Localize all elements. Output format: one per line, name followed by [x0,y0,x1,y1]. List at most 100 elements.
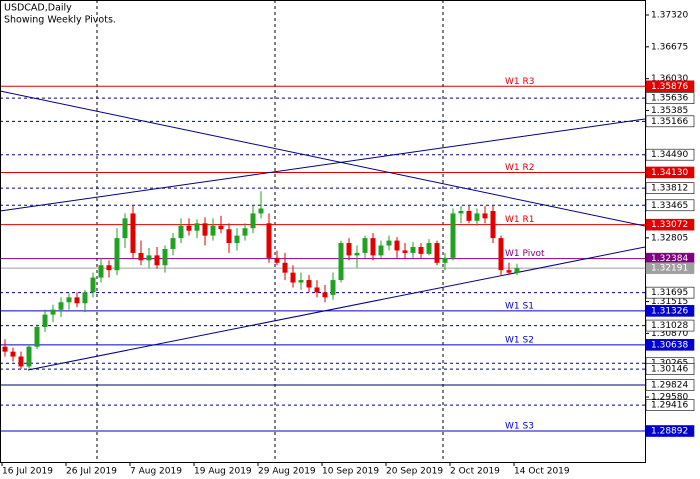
candle-body [282,262,288,273]
candle-body [218,225,224,230]
level-label-box [645,379,695,391]
level-label-box [645,286,695,299]
candle-body [138,252,144,261]
candle-body [42,314,48,327]
y-tick-label: 1.32805 [651,233,688,243]
candle-body [306,280,312,288]
level-label-box [645,339,695,351]
level-label: 1.30146 [651,365,688,375]
candle-body [402,250,408,253]
candle-body [90,277,96,293]
x-tick-label: 10 Sep 2019 [322,467,379,477]
candle-body [234,235,240,244]
candle-body [322,292,328,298]
candle-body [194,223,200,231]
chart-title: USDCAD,Daily [4,3,72,14]
level-label-box [645,305,695,317]
candle-body [202,223,208,236]
candle-body [298,280,304,283]
y-tick-label: 1.37320 [651,11,688,21]
y-tick-label: 1.35385 [651,106,688,116]
candle-body [178,225,184,239]
candle-body [426,243,432,254]
level-label: 1.31695 [651,288,688,298]
level-label-box [645,363,695,375]
level-name: W1 R1 [505,215,534,225]
level-label: 1.32191 [651,264,688,274]
candle-body [378,245,384,256]
level-label-box [645,319,695,332]
x-tick-label: 19 Aug 2019 [194,467,252,477]
candle-body [474,213,480,221]
candle-body [18,356,24,367]
level-label: 1.33072 [651,220,688,230]
level-label: 1.30638 [651,340,688,350]
candle-body [410,246,416,253]
level-label-box [645,148,695,161]
y-tick-label: 1.30870 [651,329,688,339]
level-label-box [645,92,695,104]
candle-body [482,213,488,219]
candle-body [346,243,352,256]
chart-subtitle: Showing Weekly Pivots. [4,15,116,26]
candles [2,191,520,369]
level-label-box [645,80,695,93]
candle-body [258,208,264,214]
candle-body [98,265,104,278]
level-label-box [645,399,695,411]
level-label: 1.31028 [651,321,688,331]
candle-body [466,210,472,221]
level-label: 1.34130 [651,168,688,178]
candle-body [330,280,336,295]
candle-body [394,240,400,251]
candle-body [250,213,256,229]
level-label: 1.35876 [651,82,688,92]
level-label-box [645,182,695,194]
level-label-box [645,115,695,128]
candle-body [434,243,440,263]
candle-body [82,292,88,304]
candle-body [130,213,136,253]
trend-line [27,246,646,371]
level-label: 1.34490 [651,150,688,160]
candle-body [290,272,296,283]
candle-body [146,255,152,261]
x-tick-label: 14 Oct 2019 [514,467,570,477]
y-tick-label: 1.36675 [651,42,688,52]
candle-body [170,238,176,249]
trend-line [0,90,646,227]
x-tick-label: 2 Oct 2019 [450,467,500,477]
level-label-box [645,425,695,437]
level-label: 1.35166 [651,117,688,127]
level-name: W1 Pivot [505,249,545,259]
candle-body [106,265,112,271]
candle-body [490,210,496,239]
candle-body [162,248,168,266]
level-name: W1 R2 [505,163,534,173]
x-tick-label: 29 Aug 2019 [258,467,316,477]
candle-body [266,223,272,258]
level-name: W1 S2 [505,335,534,345]
candle-body [50,309,56,315]
candle-body [314,287,320,293]
level-label-box [645,199,695,212]
levels: W1 R3 W1 R2 W1 R1 W1 Pivot W1 S1 W1 S2 W1 S3 [0,77,645,432]
candle-body [362,238,368,253]
level-label: 1.33812 [651,184,688,194]
candle-body [34,326,40,347]
plot-border [0,0,646,463]
y-tick-label: 1.36030 [651,74,688,84]
candle-body [442,257,448,263]
candle-body [338,243,344,281]
candle-body [354,252,360,256]
candle-body [498,238,504,271]
level-label-box [645,166,695,179]
level-label: 1.28892 [651,427,688,437]
candle-body [10,351,16,357]
candle-body [122,218,128,239]
level-label: 1.35636 [651,94,688,104]
y-tick-label: 1.29580 [651,393,688,403]
candle-body [458,210,464,214]
x-tick-label: 7 Aug 2019 [130,467,182,477]
